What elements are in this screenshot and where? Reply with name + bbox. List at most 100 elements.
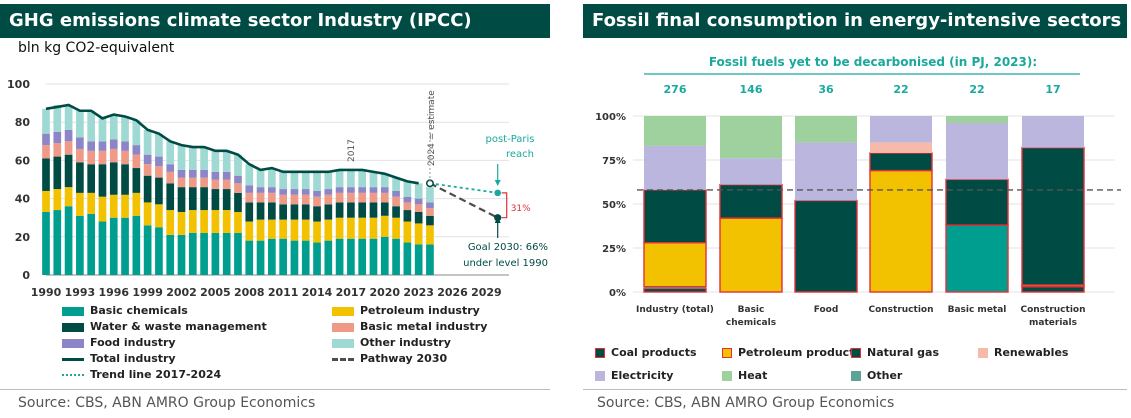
bar-segment: [279, 189, 287, 195]
bar-segment: [53, 131, 62, 144]
bar-segment: [643, 287, 707, 293]
bar-segment: [369, 202, 378, 218]
bar-segment: [245, 192, 254, 203]
y-tick-label: 50%: [602, 200, 626, 211]
pj-value-label: 276: [664, 83, 687, 96]
bar-segment: [414, 244, 423, 275]
bar-segment: [76, 148, 84, 163]
left-divider: [0, 389, 550, 390]
bar-segment: [42, 190, 50, 212]
bar-segment: [870, 116, 932, 143]
bar-segment: [268, 202, 276, 220]
bar-segment: [64, 187, 73, 207]
y-tick-label: 0%: [609, 288, 626, 299]
right-divider: [583, 389, 1127, 390]
bar-segment: [188, 147, 197, 170]
bar-segment: [720, 116, 782, 159]
bar-segment: [335, 217, 344, 239]
bar-segment: [268, 192, 276, 203]
bar-segment: [166, 141, 175, 165]
bar-segment: [143, 175, 152, 203]
x-tick-label: 2002: [166, 286, 197, 299]
bar-segment: [222, 232, 231, 275]
bar-segment: [290, 240, 299, 275]
bar-segment: [380, 192, 389, 203]
bar-segment: [42, 108, 50, 134]
bar-segment: [335, 192, 344, 203]
bar-segment: [121, 164, 129, 195]
bar-segment: [234, 232, 242, 275]
bar-segment: [256, 192, 265, 203]
y-tick-label: 80: [15, 116, 31, 129]
bar-segment: [64, 154, 73, 188]
bar-segment: [245, 240, 254, 275]
legend-label: Other: [867, 369, 903, 382]
bar-segment: [53, 210, 62, 275]
legend-swatch: [722, 348, 732, 358]
bar-segment: [313, 242, 321, 275]
bar-segment: [42, 133, 50, 146]
bar-segment: [268, 238, 276, 275]
bar-segment: [392, 217, 400, 239]
bar-segment: [155, 133, 163, 157]
legend-swatch: [851, 371, 861, 381]
legend-item: Natural gas: [851, 346, 939, 360]
bar-segment: [946, 116, 1008, 124]
bar-segment: [347, 187, 355, 193]
goal-annotation: Goal 2030: 66%: [468, 242, 548, 253]
x-tick-label: 1999: [132, 286, 163, 299]
bar-segment: [132, 192, 141, 216]
bar-segment: [301, 171, 310, 190]
bar-segment: [358, 238, 367, 275]
bar-segment: [234, 175, 242, 184]
bar-segment: [87, 150, 96, 165]
bar-segment: [87, 141, 96, 151]
bar-segment: [369, 171, 378, 188]
category-label: materials: [1029, 318, 1077, 328]
bar-segment: [53, 156, 62, 190]
y-tick-label: 100%: [595, 112, 626, 123]
y-tick-label: 100: [7, 78, 30, 91]
bar-segment: [290, 189, 299, 195]
bar-segment: [132, 154, 141, 169]
bar-segment: [290, 219, 299, 241]
bar-segment: [87, 192, 96, 214]
bar-segment: [426, 208, 434, 216]
category-label: Industry (total): [636, 305, 714, 315]
post-paris-annotation: post-Paris: [485, 134, 534, 145]
legend-label: Renewables: [994, 346, 1069, 359]
legend-swatch: [332, 357, 354, 361]
bar-segment: [188, 210, 197, 233]
series-line: [429, 182, 499, 219]
bar-segment: [76, 192, 84, 216]
bar-segment: [290, 194, 299, 205]
bar-segment: [945, 178, 1009, 226]
bar-segment: [301, 204, 310, 220]
legend-label: Other industry: [360, 336, 451, 349]
estimate-annotation: 2024 = estimate: [427, 90, 437, 166]
bar-segment: [98, 164, 107, 197]
category-label: Construction: [1020, 305, 1085, 315]
bar-segment: [414, 183, 423, 199]
bar-segment: [76, 110, 84, 138]
bar-segment: [313, 190, 321, 197]
bar-segment: [324, 171, 333, 190]
legend-item: Coal products: [595, 346, 697, 360]
category-label: Construction: [868, 305, 933, 315]
legend-item: Food industry: [62, 336, 176, 350]
bar-segment: [222, 189, 231, 211]
legend-label: Total industry: [90, 352, 176, 365]
bar-segment: [268, 219, 276, 239]
legend-swatch: [595, 348, 605, 358]
bar-segment: [177, 177, 186, 188]
bar-segment: [234, 192, 242, 212]
bar-segment: [644, 145, 706, 190]
bar-segment: [358, 217, 367, 239]
pj-header-label: Fossil fuels yet to be decarbonised (in …: [709, 55, 1037, 69]
bar-segment: [1022, 116, 1084, 148]
bar-segment: [279, 194, 287, 205]
x-tick-label: 2023: [403, 286, 434, 299]
series-line: [45, 103, 419, 185]
legend-item: Total industry: [62, 352, 176, 366]
bar-segment: [380, 236, 389, 275]
